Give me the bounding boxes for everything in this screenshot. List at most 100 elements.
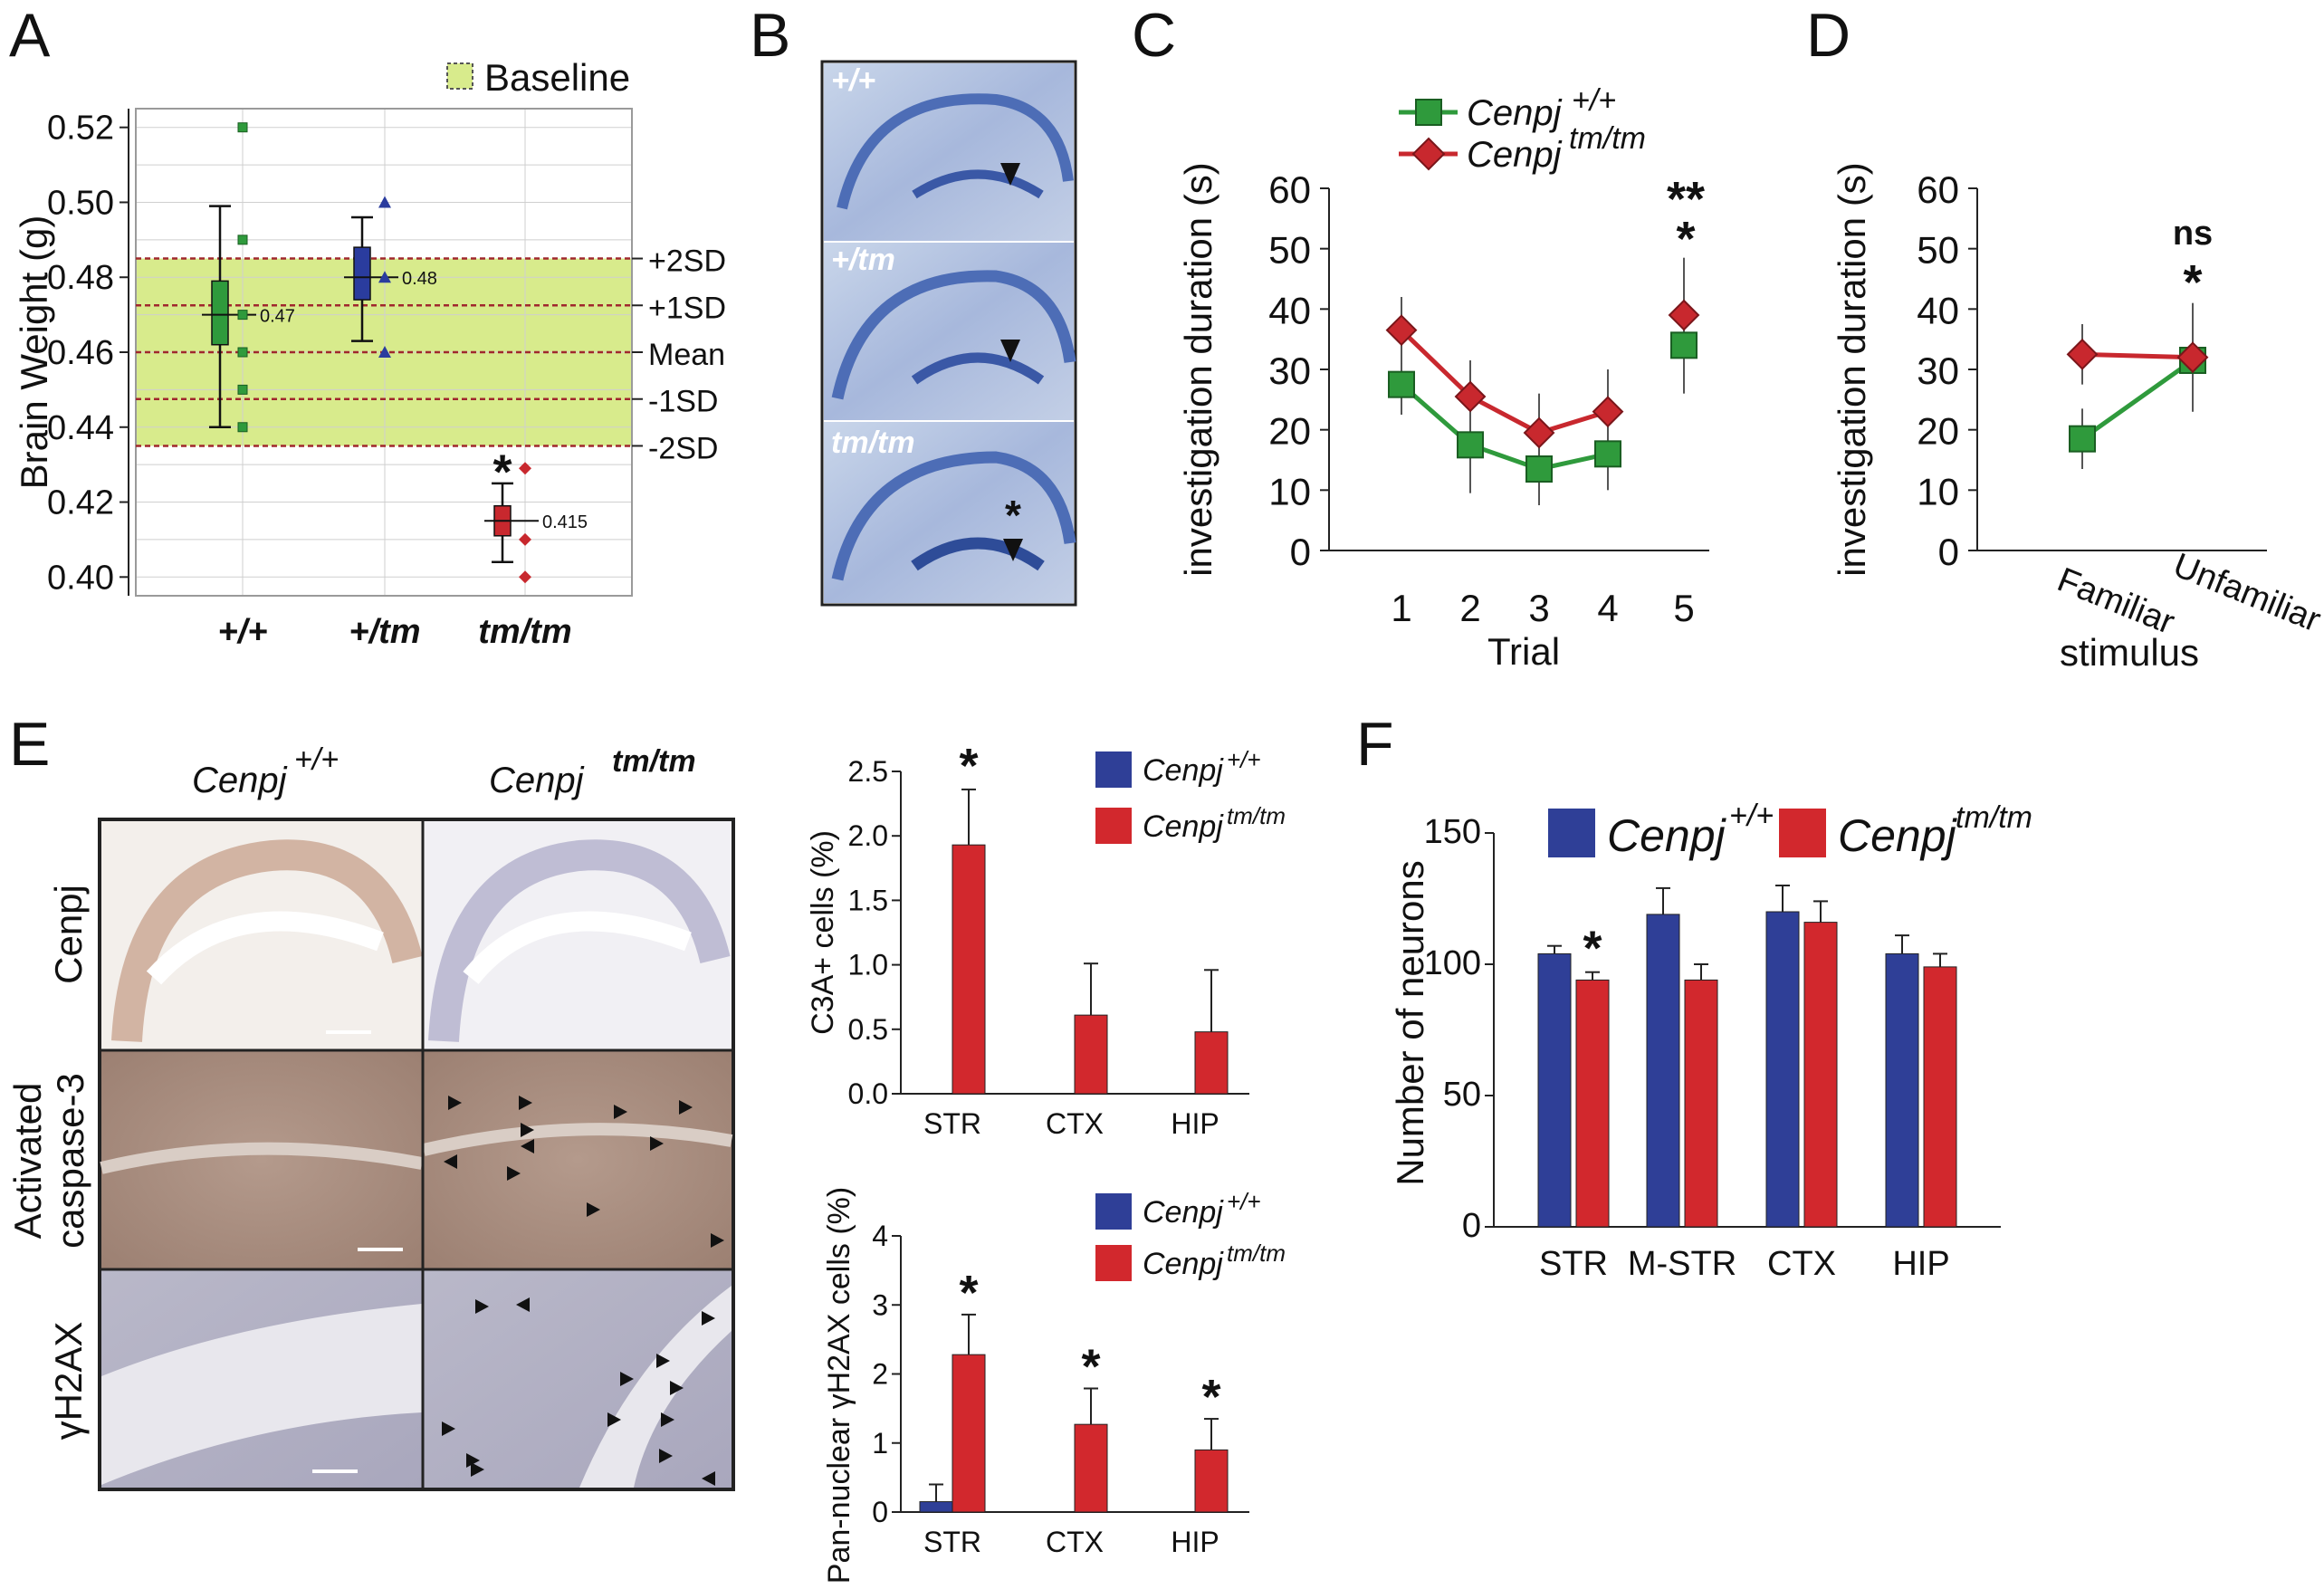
panel-f-bar-chart: 0 50 100 150 STR M-STR CTX HIP * Number of neur… bbox=[1389, 799, 2032, 1283]
y-tick-label: 30 bbox=[1917, 349, 1959, 392]
x-category-label: HIP bbox=[1171, 1107, 1219, 1140]
panel-label-b: B bbox=[750, 1, 790, 70]
histology-grid-frame bbox=[98, 818, 735, 1491]
data-point bbox=[237, 235, 248, 245]
dentate-gyrus bbox=[912, 169, 1044, 199]
x-category-label: +/tm bbox=[349, 613, 420, 651]
arrowhead-icon bbox=[521, 1123, 534, 1137]
y-axis-label: investigation duration (s) bbox=[1831, 162, 1873, 577]
data-point-diamond bbox=[1385, 314, 1418, 347]
panel-c-line-chart: 0 10 20 30 40 50 60 1 2 3 4 5 investigation durati… bbox=[1177, 83, 1709, 673]
x-category-label: HIP bbox=[1892, 1245, 1949, 1283]
arrowhead-icon bbox=[607, 1412, 621, 1427]
data-point bbox=[519, 570, 531, 584]
data-point-diamond bbox=[2066, 338, 2099, 370]
legend-genotype: tm/tm bbox=[1227, 1240, 1286, 1267]
y-tick-label: 50 bbox=[1917, 229, 1959, 272]
y-axis-label: investigation duration (s) bbox=[1177, 162, 1219, 577]
ventricle bbox=[463, 911, 692, 984]
y-axis-label: Pan-nuclear γH2AX cells (%) bbox=[822, 1187, 856, 1584]
bar bbox=[1575, 979, 1610, 1228]
y-tick-label: 40 bbox=[1917, 289, 1959, 331]
legend: Cenpj +/+ Cenpj tm/tm bbox=[1095, 746, 1286, 844]
y-tick-label: 1.0 bbox=[848, 949, 888, 981]
y-tick-label: 0.44 bbox=[47, 409, 114, 447]
legend-swatch bbox=[1548, 809, 1595, 857]
row-label-h2ax: γH2AX bbox=[47, 1322, 90, 1441]
data-point bbox=[237, 347, 248, 358]
y-axis-label: Brain Weight (g) bbox=[13, 215, 55, 490]
y-tick-label: 3 bbox=[872, 1288, 888, 1321]
legend-gene: Cenpj bbox=[1143, 753, 1224, 788]
bar bbox=[952, 1354, 986, 1513]
series-line bbox=[2080, 358, 2195, 441]
arrowhead-icon bbox=[614, 1105, 627, 1119]
data-point-square bbox=[1457, 431, 1484, 459]
arrowhead-icon bbox=[587, 1202, 600, 1217]
legend-gene: Cenpj bbox=[1607, 810, 1727, 861]
legend-swatch bbox=[1095, 1193, 1132, 1230]
hippocampus-cell-layer bbox=[831, 270, 1076, 400]
legend-swatch bbox=[1095, 1245, 1132, 1281]
histology-image-wt: +/+ bbox=[824, 63, 1074, 241]
y-tick-label: 0.5 bbox=[848, 1013, 888, 1046]
sd-label: -2SD bbox=[648, 431, 718, 465]
bar bbox=[1194, 1031, 1229, 1095]
panel-label-c: C bbox=[1132, 1, 1176, 70]
bar bbox=[952, 844, 986, 1095]
column-header-genotype: tm/tm bbox=[612, 744, 696, 779]
y-axis-ticks: 0.52 0.50 0.48 0.46 0.44 0.42 0.40 bbox=[47, 109, 129, 597]
panel-label-e: E bbox=[9, 710, 50, 779]
bar bbox=[1194, 1449, 1229, 1513]
legend-genotype: +/+ bbox=[1729, 799, 1774, 833]
y-tick-label: 60 bbox=[1917, 168, 1959, 211]
y-axis-label: Number of neurons bbox=[1389, 860, 1431, 1186]
arrowhead-icon bbox=[442, 1421, 455, 1436]
dentate-gyrus bbox=[911, 352, 1045, 385]
data-point-diamond bbox=[1454, 380, 1487, 413]
bar bbox=[1923, 966, 1957, 1228]
x-category-label: STR bbox=[923, 1526, 981, 1558]
arrowhead-icon bbox=[679, 1100, 693, 1115]
legend-gene: Cenpj bbox=[1467, 93, 1563, 133]
legend-genotype: +/+ bbox=[1572, 83, 1616, 118]
histology-image-mut: * tm/tm bbox=[824, 422, 1076, 603]
arrowhead-icon bbox=[1003, 539, 1023, 561]
x-tick-label: 1 bbox=[1391, 587, 1411, 629]
bar bbox=[1684, 979, 1718, 1228]
panel-e-histology: Cenpj +/+ Cenpj tm/tm bbox=[6, 742, 735, 1491]
y-tick-label: 1.5 bbox=[848, 884, 888, 916]
data-point bbox=[237, 422, 248, 433]
legend-gene: Cenpj bbox=[1467, 135, 1563, 175]
arrowhead-icon bbox=[650, 1136, 664, 1151]
y-tick-label: 0 bbox=[872, 1496, 888, 1528]
legend-swatch bbox=[1095, 751, 1132, 788]
panel-d-line-chart: 0 10 20 30 40 50 60 Familiar Unfamiliar stimul… bbox=[1831, 162, 2324, 674]
row-label-cenpj: Cenpj bbox=[47, 885, 90, 984]
genotype-label: +/+ bbox=[831, 63, 875, 98]
box bbox=[211, 280, 229, 346]
legend-label: Baseline bbox=[484, 56, 630, 99]
x-tick-unfamiliar: Unfamiliar bbox=[2168, 546, 2324, 639]
legend-marker-square bbox=[1415, 99, 1442, 126]
y-axis-ticks: 0 1 2 3 4 bbox=[872, 1220, 901, 1528]
data-point-square bbox=[1670, 331, 1698, 359]
arrowhead-icon bbox=[519, 1096, 532, 1110]
cortex-stain bbox=[428, 839, 731, 1042]
y-tick-label: 0.52 bbox=[47, 110, 114, 148]
x-category-label: tm/tm bbox=[478, 613, 571, 651]
y-tick-label: 20 bbox=[1268, 410, 1311, 453]
x-category-label: CTX bbox=[1046, 1107, 1104, 1140]
data-point-diamond bbox=[2176, 341, 2209, 374]
significance-star: * bbox=[493, 445, 512, 499]
tissue-gap bbox=[101, 1304, 422, 1485]
data-point bbox=[378, 196, 391, 208]
legend-gene: Cenpj bbox=[1838, 810, 1958, 861]
panel-e-bar-chart-h2ax: 0 1 2 3 4 STR CTX HIP * * * Pan-nuclear γH2AX cel… bbox=[822, 1187, 1286, 1584]
legend-gene: Cenpj bbox=[1143, 1247, 1224, 1281]
box bbox=[353, 246, 371, 301]
y-tick-label: 50 bbox=[1268, 229, 1311, 272]
arrowhead-icon bbox=[670, 1381, 684, 1395]
